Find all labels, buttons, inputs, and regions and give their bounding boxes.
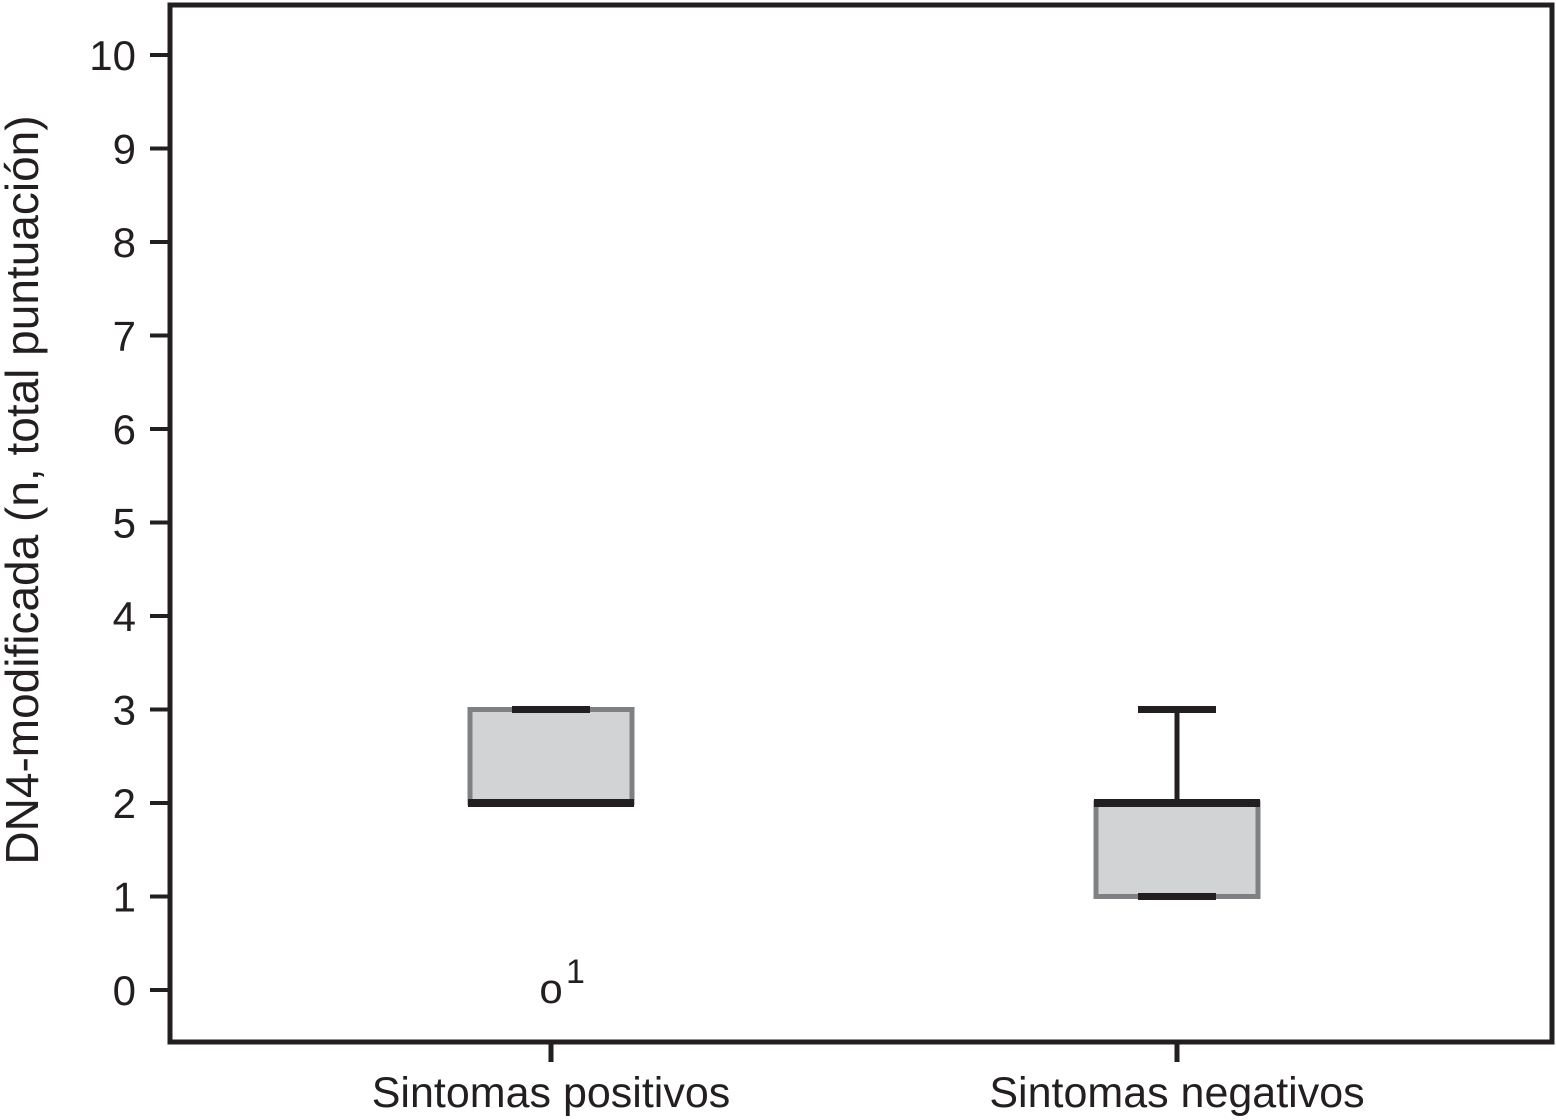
y-axis-tick-label: 2	[113, 780, 136, 827]
y-axis-tick-label: 8	[113, 219, 136, 266]
y-axis-tick-label: 1	[113, 874, 136, 921]
boxplot-series-1: Sintomas negativos	[989, 706, 1365, 1117]
outlier-marker: o	[539, 965, 562, 1012]
box	[1093, 800, 1261, 899]
y-axis-tick-label: 10	[89, 32, 136, 79]
y-axis-tick-label: 5	[113, 500, 136, 547]
y-axis-tick-label: 6	[113, 406, 136, 453]
boxplot-series-0: Sintomas positivos o 1	[372, 706, 731, 1117]
plot-frame	[167, 2, 1555, 1045]
y-axis-tick-label: 7	[113, 313, 136, 360]
box	[467, 707, 635, 806]
y-axis-tick-label: 9	[113, 126, 136, 173]
y-axis-title: DN4-modificada (n, total puntuación)	[0, 115, 48, 864]
outlier-label: 1	[566, 953, 585, 991]
x-axis-category-label: Sintomas positivos	[372, 1069, 731, 1117]
y-axis-tick-label: 3	[113, 687, 136, 734]
y-axis-tick-label: 0	[113, 967, 136, 1014]
x-axis-category-label: Sintomas negativos	[989, 1069, 1364, 1117]
y-axis-tick-label: 4	[113, 593, 136, 640]
